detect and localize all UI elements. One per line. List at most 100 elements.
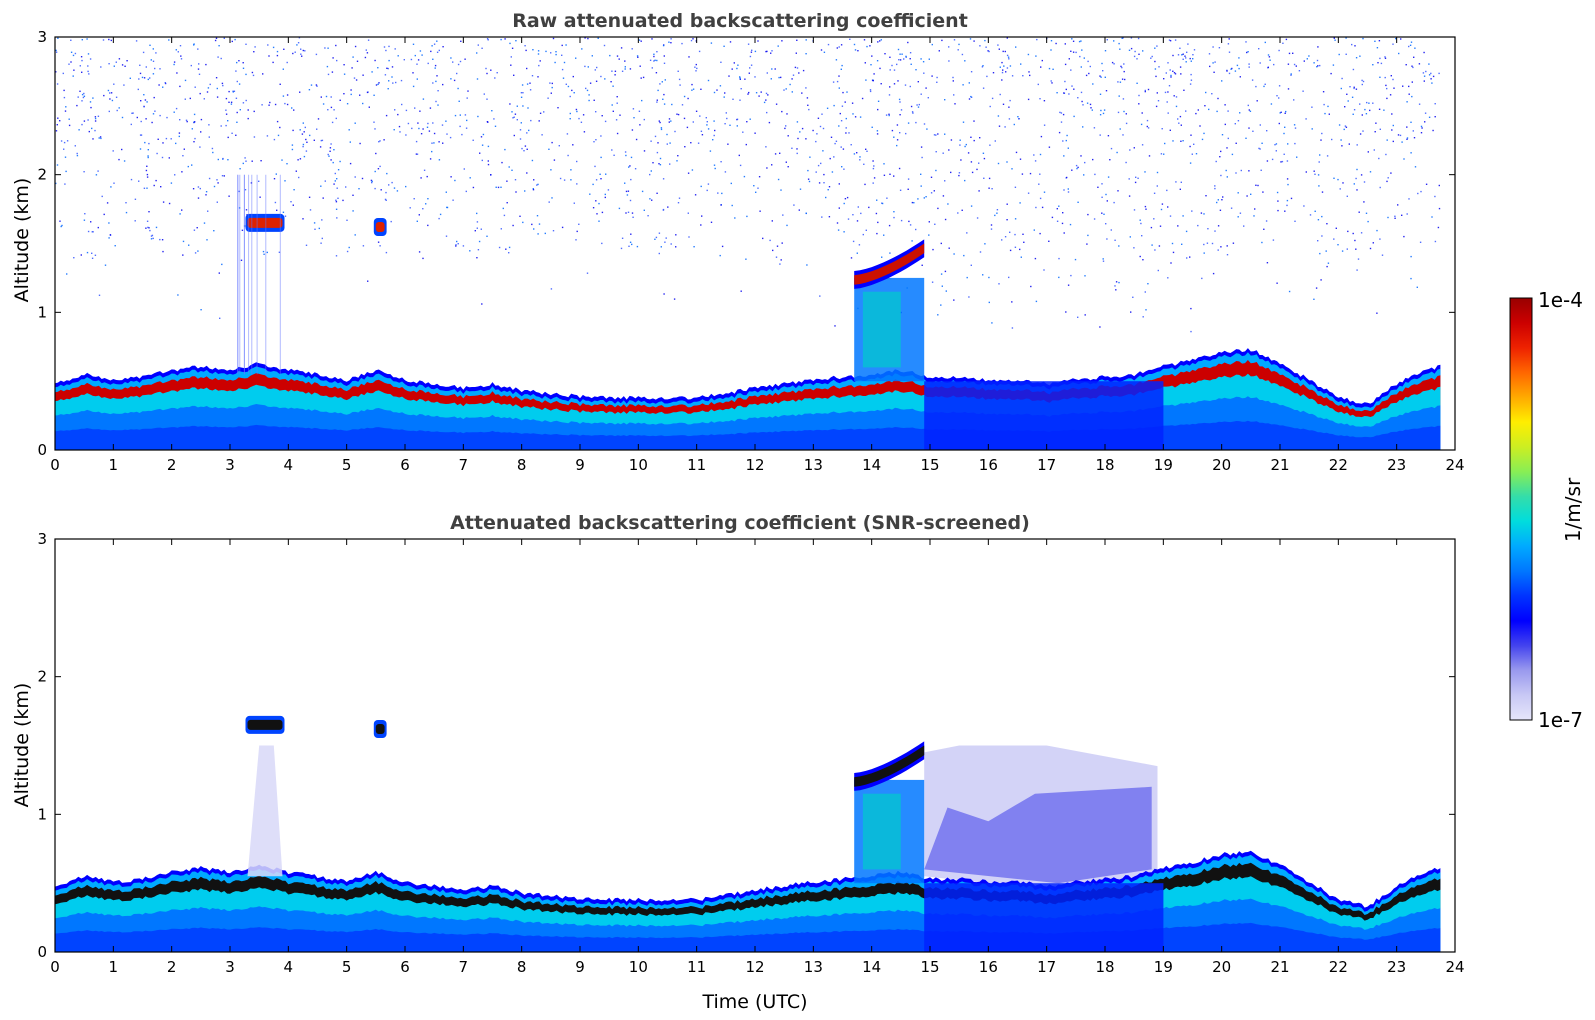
noise-point — [639, 124, 641, 126]
noise-point — [92, 97, 94, 99]
noise-point — [450, 176, 452, 178]
noise-point — [1270, 103, 1273, 105]
noise-point — [315, 84, 318, 86]
noise-point — [144, 99, 147, 101]
noise-point — [624, 68, 626, 70]
noise-point — [316, 85, 318, 87]
noise-point — [1205, 91, 1207, 94]
noise-point — [235, 134, 237, 136]
noise-point — [339, 160, 341, 163]
noise-point — [432, 82, 434, 84]
noise-point — [272, 61, 274, 64]
noise-point — [883, 163, 885, 165]
noise-point — [1062, 113, 1065, 116]
noise-point — [302, 145, 304, 148]
noise-point — [896, 144, 898, 147]
noise-point — [1065, 311, 1067, 313]
noise-point — [1113, 201, 1115, 204]
noise-point — [1100, 76, 1102, 78]
noise-point — [1277, 209, 1279, 212]
noise-point — [464, 58, 466, 60]
noise-point — [231, 40, 233, 43]
noise-point — [942, 152, 944, 154]
noise-point — [747, 43, 750, 45]
noise-point — [1232, 242, 1235, 244]
noise-point — [263, 253, 265, 255]
noise-point — [1423, 51, 1425, 54]
noise-point — [631, 243, 633, 246]
noise-point — [569, 95, 571, 98]
noise-point — [765, 50, 767, 53]
noise-point — [100, 66, 102, 68]
noise-point — [1225, 169, 1227, 172]
noise-point — [1267, 54, 1270, 56]
noise-point — [216, 96, 219, 98]
noise-point — [656, 51, 658, 53]
noise-point — [1156, 185, 1158, 187]
noise-point — [511, 169, 513, 171]
noise-point — [1227, 43, 1230, 45]
noise-point — [889, 173, 891, 175]
noise-point — [948, 247, 950, 249]
noise-point — [551, 197, 553, 199]
noise-point — [1386, 139, 1388, 141]
noise-point — [1309, 214, 1312, 216]
noise-point — [944, 99, 946, 101]
noise-point — [1208, 108, 1210, 111]
noise-point — [322, 197, 324, 199]
noise-point — [515, 40, 517, 42]
noise-point — [125, 202, 127, 204]
noise-point — [1020, 63, 1022, 65]
noise-point — [1423, 75, 1426, 77]
noise-point — [142, 51, 145, 54]
noise-point — [291, 144, 294, 146]
noise-point — [184, 79, 187, 82]
noise-point — [500, 228, 502, 230]
noise-point — [238, 190, 240, 193]
noise-point — [426, 126, 429, 128]
noise-point — [669, 142, 671, 144]
noise-point — [1014, 233, 1016, 236]
noise-point — [1276, 95, 1278, 97]
noise-point — [509, 42, 511, 45]
noise-point — [1017, 116, 1019, 118]
noise-point — [1417, 192, 1419, 195]
noise-point — [297, 42, 300, 44]
noise-point — [1110, 229, 1112, 231]
noise-point — [354, 45, 357, 48]
noise-point — [901, 53, 903, 55]
noise-point — [327, 109, 329, 111]
noise-point — [1283, 132, 1285, 135]
noise-point — [1110, 147, 1113, 150]
noise-point — [152, 113, 155, 115]
noise-point — [175, 107, 178, 110]
noise-point — [649, 173, 651, 176]
noise-point — [1099, 75, 1101, 77]
noise-point — [807, 104, 809, 106]
noise-point — [1394, 215, 1396, 217]
noise-point — [1102, 70, 1104, 72]
noise-point — [1401, 141, 1403, 143]
noise-point — [301, 55, 303, 57]
noise-point — [1195, 153, 1198, 155]
noise-point — [537, 233, 539, 235]
noise-point — [1266, 262, 1269, 264]
noise-point — [1022, 75, 1024, 77]
noise-point — [412, 85, 415, 88]
noise-point — [584, 65, 586, 68]
noise-point — [419, 50, 422, 52]
noise-point — [614, 74, 616, 76]
noise-point — [405, 185, 407, 188]
noise-point — [910, 105, 913, 108]
noise-point — [670, 243, 672, 245]
noise-point — [1278, 97, 1280, 99]
x-tick-label: 24 — [1445, 958, 1464, 976]
noise-point — [151, 234, 154, 237]
noise-point — [319, 146, 322, 148]
noise-point — [233, 90, 236, 92]
noise-point — [1348, 143, 1350, 145]
noise-point — [719, 254, 721, 257]
noise-point — [636, 55, 639, 57]
noise-point — [317, 118, 320, 120]
noise-point — [842, 91, 844, 94]
